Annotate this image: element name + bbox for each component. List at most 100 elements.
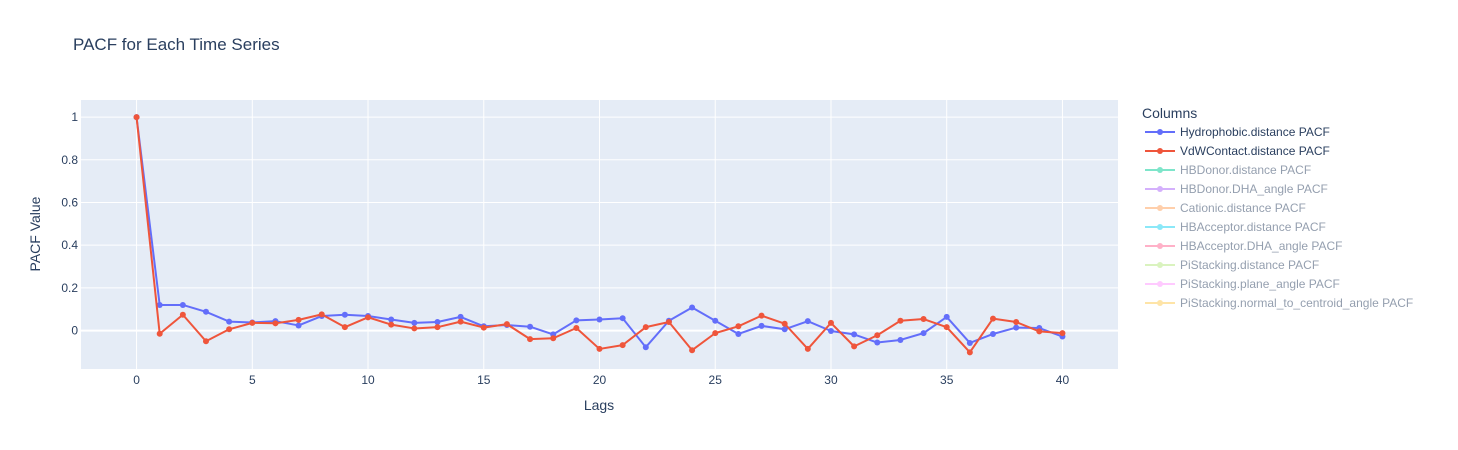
- data-point[interactable]: [1013, 319, 1020, 326]
- data-point[interactable]: [573, 325, 580, 332]
- data-point[interactable]: [480, 324, 487, 331]
- legend-item[interactable]: PiStacking.distance PACF: [1145, 258, 1319, 272]
- x-tick-label: 5: [249, 373, 256, 387]
- data-point[interactable]: [249, 319, 256, 326]
- data-point[interactable]: [642, 324, 649, 331]
- data-point[interactable]: [434, 324, 441, 331]
- data-point[interactable]: [851, 343, 858, 350]
- data-point[interactable]: [897, 317, 904, 324]
- data-point[interactable]: [527, 323, 534, 330]
- legend-item[interactable]: HBAcceptor.DHA_angle PACF: [1145, 239, 1343, 253]
- data-point[interactable]: [897, 336, 904, 343]
- data-point[interactable]: [573, 317, 580, 324]
- legend-item[interactable]: HBAcceptor.distance PACF: [1145, 220, 1326, 234]
- data-point[interactable]: [596, 345, 603, 352]
- data-point[interactable]: [202, 338, 209, 345]
- data-point[interactable]: [388, 321, 395, 328]
- data-point[interactable]: [920, 316, 927, 323]
- data-point[interactable]: [365, 314, 372, 321]
- legend-item[interactable]: HBDonor.distance PACF: [1145, 163, 1311, 177]
- data-point[interactable]: [202, 308, 209, 315]
- legend-label: HBAcceptor.distance PACF: [1180, 220, 1326, 234]
- data-point[interactable]: [874, 339, 881, 346]
- data-point[interactable]: [411, 325, 418, 332]
- data-point[interactable]: [804, 345, 811, 352]
- data-point[interactable]: [990, 315, 997, 322]
- data-point[interactable]: [388, 316, 395, 323]
- data-point[interactable]: [527, 336, 534, 343]
- data-point[interactable]: [1036, 328, 1043, 335]
- data-point[interactable]: [920, 330, 927, 337]
- data-point[interactable]: [295, 316, 302, 323]
- data-point[interactable]: [318, 311, 325, 318]
- data-point[interactable]: [735, 330, 742, 337]
- data-point[interactable]: [226, 326, 233, 333]
- data-point[interactable]: [503, 321, 510, 328]
- data-point[interactable]: [1013, 324, 1020, 331]
- legend-item[interactable]: Cationic.distance PACF: [1145, 201, 1306, 215]
- data-point[interactable]: [226, 318, 233, 325]
- data-point[interactable]: [966, 349, 973, 356]
- data-point[interactable]: [619, 315, 626, 322]
- data-point[interactable]: [550, 335, 557, 342]
- series-layer: [133, 114, 1066, 356]
- data-point[interactable]: [434, 319, 441, 326]
- grid-lines: [81, 100, 1118, 369]
- data-point[interactable]: [133, 114, 140, 121]
- data-point[interactable]: [735, 323, 742, 330]
- legend-label: PiStacking.distance PACF: [1180, 258, 1319, 272]
- x-tick-label: 25: [709, 373, 723, 387]
- legend-item[interactable]: Hydrophobic.distance PACF: [1145, 125, 1330, 139]
- data-point[interactable]: [156, 301, 163, 308]
- legend-marker: [1157, 262, 1163, 268]
- legend-item[interactable]: PiStacking.plane_angle PACF: [1145, 277, 1340, 291]
- data-point[interactable]: [990, 330, 997, 337]
- data-point[interactable]: [943, 313, 950, 320]
- data-point[interactable]: [156, 330, 163, 337]
- data-point[interactable]: [341, 311, 348, 318]
- axis-ticks: 0 5 10 15 20 25 30 35 40 0 0.2 0.4 0.6 0.8 1: [61, 110, 1069, 387]
- data-point[interactable]: [851, 331, 858, 338]
- data-point[interactable]: [943, 324, 950, 331]
- data-point[interactable]: [827, 327, 834, 334]
- data-point[interactable]: [457, 313, 464, 320]
- legend-label: VdWContact.distance PACF: [1180, 144, 1330, 158]
- data-point[interactable]: [758, 322, 765, 329]
- legend-item[interactable]: VdWContact.distance PACF: [1145, 144, 1330, 158]
- data-point[interactable]: [827, 319, 834, 326]
- y-axis-title: PACF Value: [27, 196, 43, 271]
- data-point[interactable]: [874, 332, 881, 339]
- data-point[interactable]: [642, 344, 649, 351]
- data-point[interactable]: [804, 318, 811, 325]
- data-point[interactable]: [596, 316, 603, 323]
- legend-title: Columns: [1142, 105, 1197, 121]
- data-point[interactable]: [966, 339, 973, 346]
- data-point[interactable]: [295, 322, 302, 329]
- data-point[interactable]: [179, 311, 186, 318]
- data-point[interactable]: [781, 326, 788, 333]
- legend-label: Cationic.distance PACF: [1180, 201, 1306, 215]
- data-point[interactable]: [179, 301, 186, 308]
- data-point[interactable]: [1059, 330, 1066, 337]
- data-point[interactable]: [712, 330, 719, 337]
- legend-marker: [1157, 300, 1163, 306]
- data-point[interactable]: [665, 319, 672, 326]
- chart-title: PACF for Each Time Series: [73, 35, 280, 54]
- data-point[interactable]: [689, 347, 696, 354]
- data-point[interactable]: [457, 318, 464, 325]
- legend-item[interactable]: HBDonor.DHA_angle PACF: [1145, 182, 1328, 196]
- y-tick-label: 0.4: [61, 238, 78, 252]
- data-point[interactable]: [689, 304, 696, 311]
- data-point[interactable]: [272, 320, 279, 327]
- data-point[interactable]: [619, 342, 626, 349]
- data-point[interactable]: [341, 324, 348, 331]
- data-point[interactable]: [411, 319, 418, 326]
- legend-item[interactable]: PiStacking.normal_to_centroid_angle PACF: [1145, 296, 1413, 310]
- legend-marker: [1157, 281, 1163, 287]
- legend-marker: [1157, 224, 1163, 230]
- data-point[interactable]: [781, 320, 788, 327]
- legend-label: Hydrophobic.distance PACF: [1180, 125, 1330, 139]
- data-point[interactable]: [712, 317, 719, 324]
- data-point[interactable]: [758, 312, 765, 319]
